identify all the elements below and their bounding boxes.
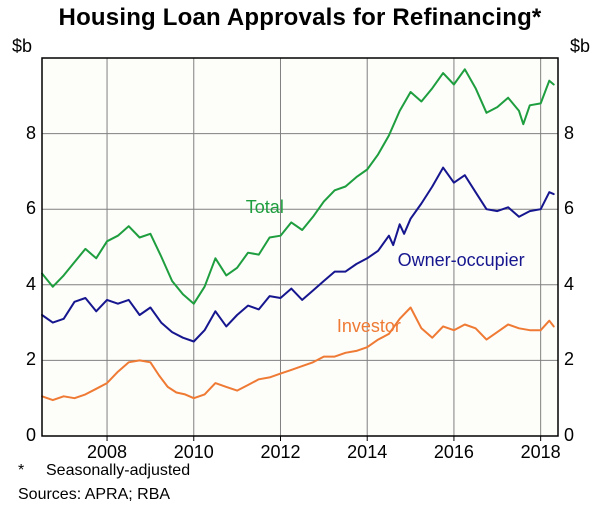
sources: Sources: APRA; RBA — [18, 486, 170, 504]
x-tick-label: 2010 — [164, 442, 224, 463]
x-tick-label: 2012 — [250, 442, 310, 463]
chart-plot — [0, 0, 600, 518]
y-tick-label: 4 — [26, 274, 36, 295]
footnote-marker: * — [18, 462, 46, 480]
x-tick-label: 2008 — [77, 442, 137, 463]
footnote-text: Seasonally-adjusted — [46, 462, 190, 479]
y-tick-label: 6 — [26, 198, 36, 219]
x-tick-label: 2016 — [424, 442, 484, 463]
chart-container: Housing Loan Approvals for Refinancing* … — [0, 0, 600, 518]
x-tick-label: 2018 — [511, 442, 571, 463]
y-tick-label: 8 — [26, 123, 36, 144]
x-tick-label: 2014 — [337, 442, 397, 463]
y-tick-label: 2 — [564, 349, 574, 370]
y-tick-label: 4 — [564, 274, 574, 295]
y-tick-label: 0 — [26, 425, 36, 446]
sources-text: Sources: APRA; RBA — [18, 486, 170, 503]
y-tick-label: 6 — [564, 198, 574, 219]
y-tick-label: 2 — [26, 349, 36, 370]
footnote: *Seasonally-adjusted — [18, 462, 190, 480]
y-tick-label: 8 — [564, 123, 574, 144]
